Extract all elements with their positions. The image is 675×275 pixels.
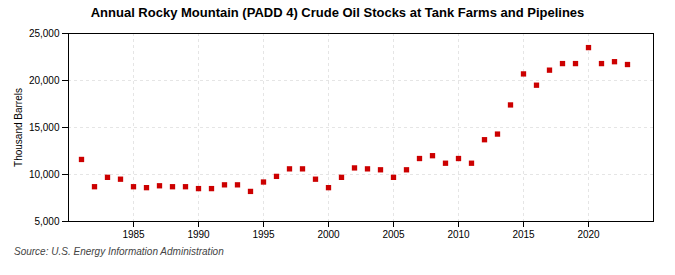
svg-text:2005: 2005 (382, 229, 405, 240)
svg-text:Thousand Barrels: Thousand Barrels (13, 88, 24, 167)
svg-text:2000: 2000 (317, 229, 340, 240)
svg-text:10,000: 10,000 (29, 169, 60, 180)
svg-text:1995: 1995 (252, 229, 275, 240)
html-text:Source: U.S. Energy Informatio: Source: U.S. Energy Information Administ… (14, 246, 224, 257)
svg-text:25,000: 25,000 (29, 28, 60, 39)
svg-text:2020: 2020 (577, 229, 600, 240)
svg-text:1990: 1990 (187, 229, 210, 240)
svg-text:2015: 2015 (512, 229, 535, 240)
svg-text:1985: 1985 (122, 229, 145, 240)
svg-text:5,000: 5,000 (34, 216, 59, 227)
html-text:Annual Rocky Mountain (PADD 4): Annual Rocky Mountain (PADD 4) Crude Oil… (90, 5, 585, 20)
svg-text:15,000: 15,000 (29, 122, 60, 133)
svg-text:20,000: 20,000 (29, 75, 60, 86)
svg-text:2010: 2010 (447, 229, 470, 240)
